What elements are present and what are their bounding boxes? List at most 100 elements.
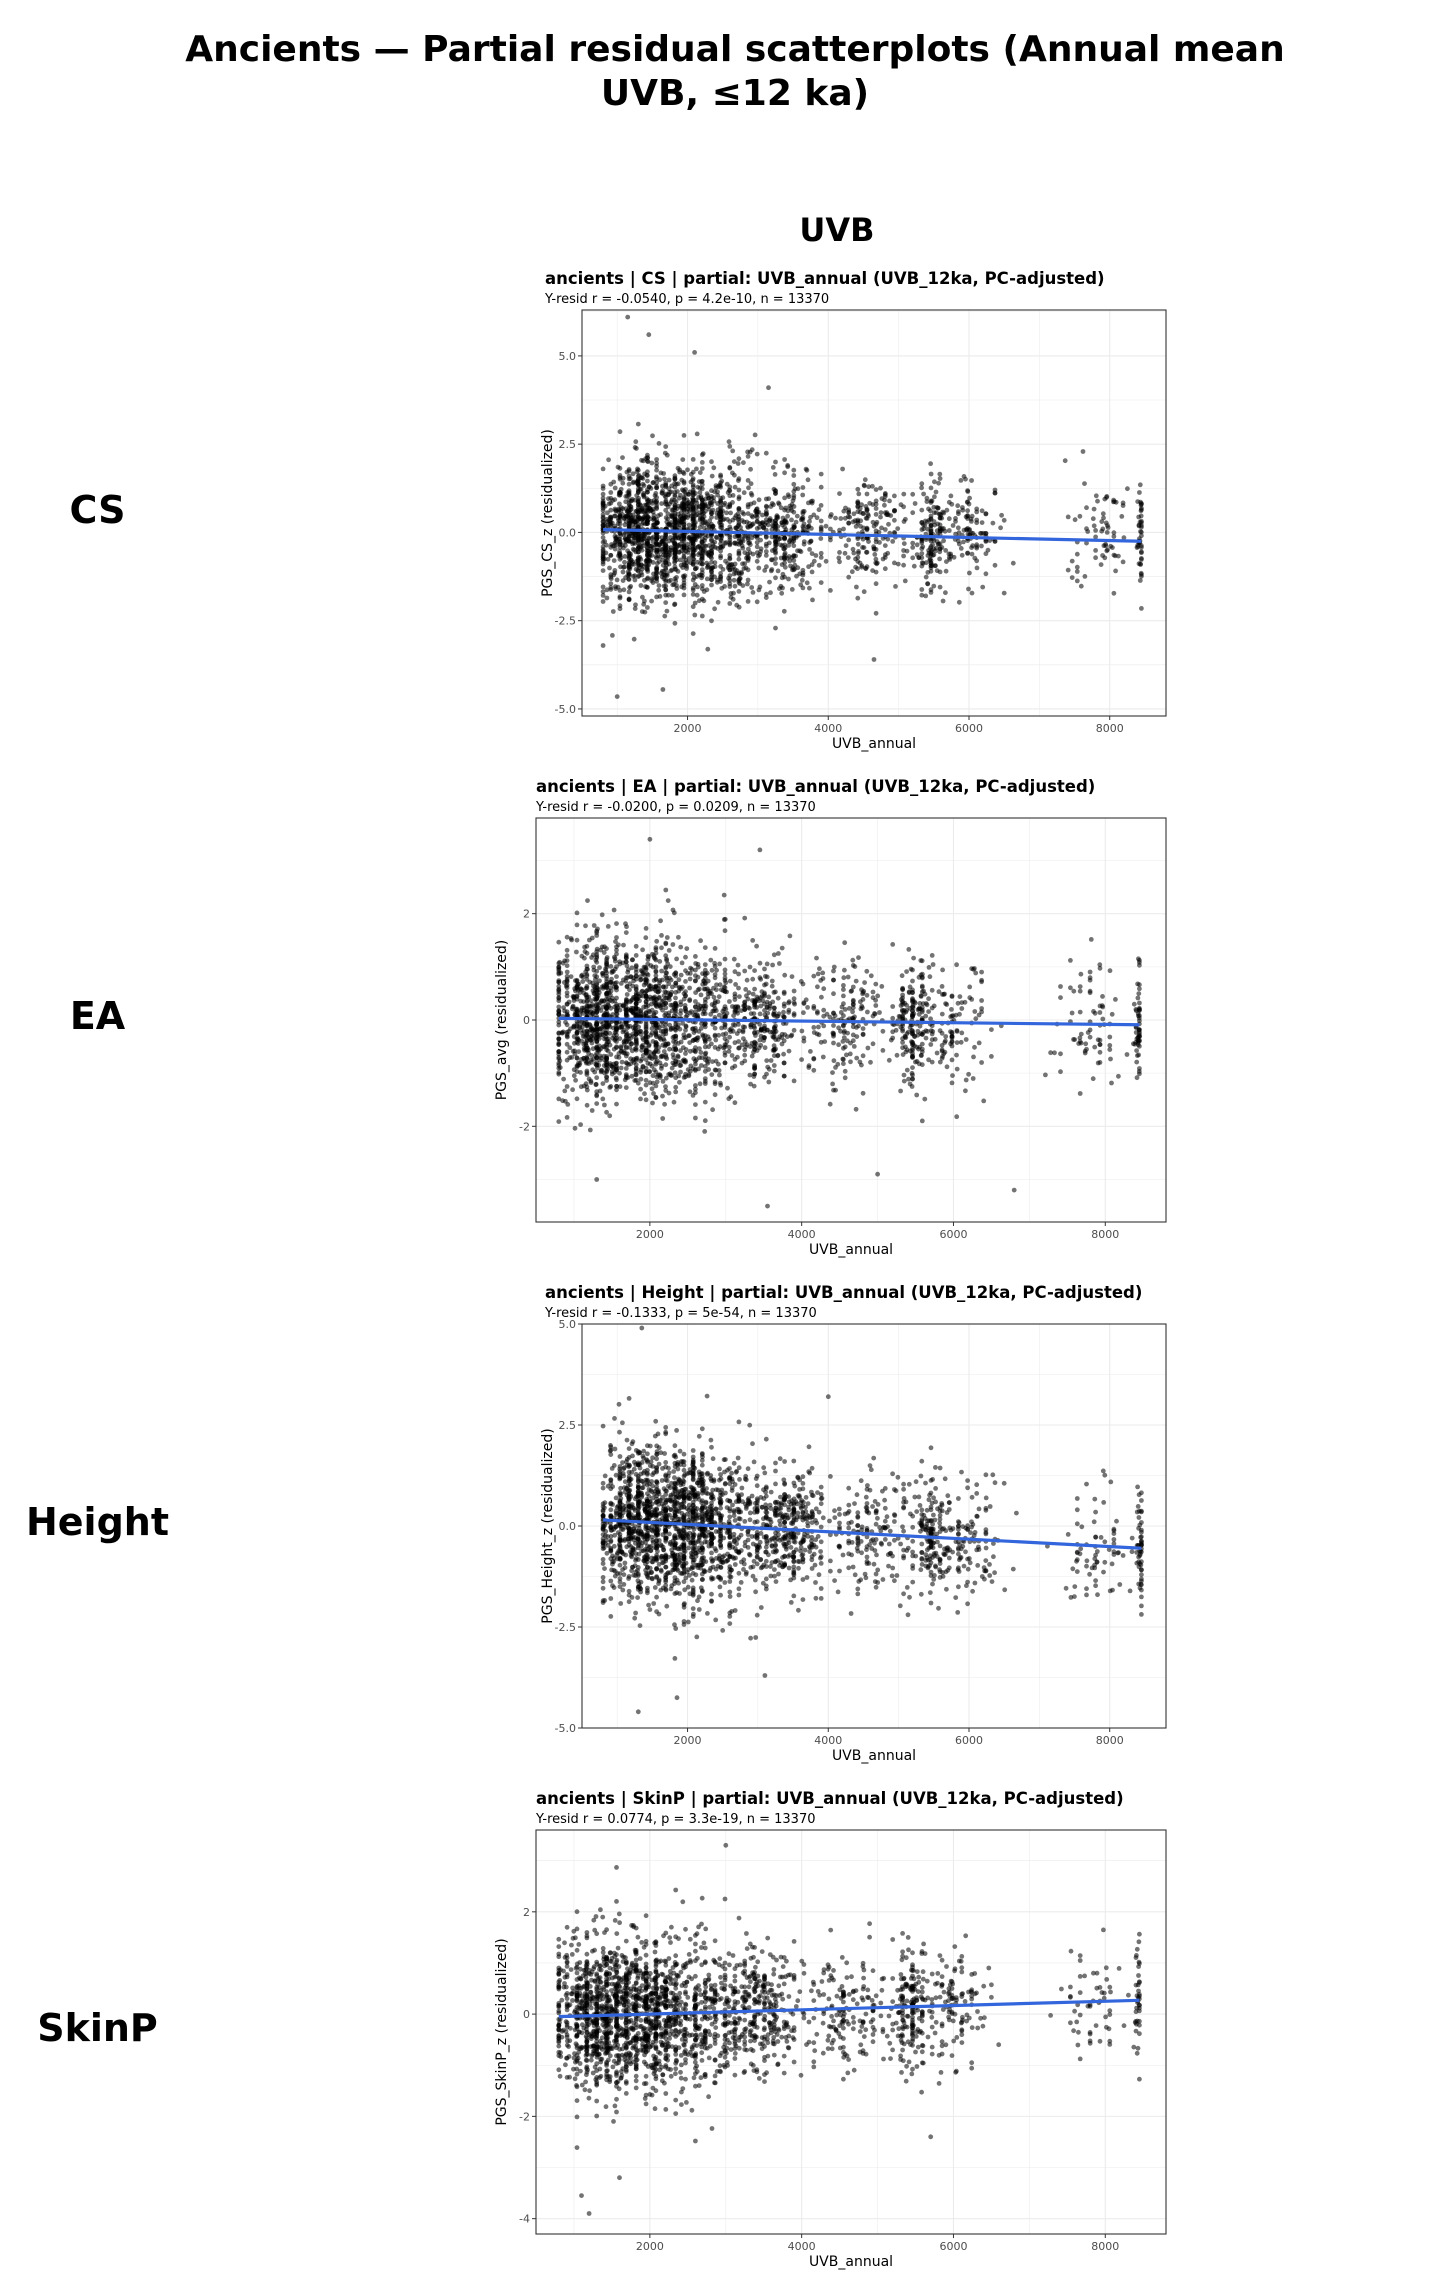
data-point bbox=[670, 582, 675, 587]
data-point bbox=[811, 1056, 816, 1061]
data-point bbox=[745, 582, 750, 587]
data-point bbox=[748, 450, 753, 455]
data-point bbox=[1079, 972, 1084, 977]
data-point bbox=[679, 584, 684, 589]
data-point bbox=[712, 995, 717, 1000]
data-point bbox=[693, 954, 698, 959]
data-point bbox=[846, 521, 851, 526]
data-point bbox=[667, 1047, 672, 1052]
data-point bbox=[683, 955, 688, 960]
data-point bbox=[625, 1032, 630, 1037]
data-point bbox=[712, 1003, 717, 1008]
data-point bbox=[670, 1066, 675, 1071]
data-point bbox=[1125, 486, 1130, 491]
data-point bbox=[817, 966, 822, 971]
data-point bbox=[1139, 550, 1144, 555]
data-point bbox=[806, 477, 811, 482]
data-point bbox=[644, 1039, 649, 1044]
data-point bbox=[646, 515, 651, 520]
data-point bbox=[766, 1080, 771, 1085]
x-tick-label: 4000 bbox=[814, 722, 842, 735]
x-tick-label: 2000 bbox=[674, 722, 702, 735]
data-point bbox=[969, 545, 974, 550]
data-point bbox=[1093, 528, 1098, 533]
data-point bbox=[757, 497, 762, 502]
data-point bbox=[705, 647, 710, 652]
data-point bbox=[575, 938, 580, 943]
data-point bbox=[843, 1007, 848, 1012]
data-point bbox=[742, 490, 747, 495]
data-point bbox=[667, 948, 672, 953]
data-point bbox=[938, 585, 943, 590]
data-point bbox=[950, 1058, 955, 1063]
data-point bbox=[845, 1031, 850, 1036]
data-point bbox=[865, 492, 870, 497]
data-point bbox=[886, 522, 891, 527]
data-point bbox=[764, 1058, 769, 1063]
data-point bbox=[1138, 578, 1143, 583]
data-point bbox=[730, 567, 735, 572]
data-point bbox=[576, 1041, 581, 1046]
data-point bbox=[969, 966, 974, 971]
data-point bbox=[1084, 505, 1089, 510]
data-point bbox=[791, 493, 796, 498]
data-point bbox=[654, 939, 659, 944]
data-point bbox=[762, 967, 767, 972]
data-point bbox=[856, 542, 861, 547]
data-point bbox=[773, 990, 778, 995]
data-point bbox=[697, 987, 702, 992]
data-point bbox=[932, 479, 937, 484]
data-point bbox=[819, 580, 824, 585]
data-point bbox=[652, 953, 657, 958]
data-point bbox=[928, 1016, 933, 1021]
data-point bbox=[695, 585, 700, 590]
data-point bbox=[785, 464, 790, 469]
data-point bbox=[1073, 517, 1078, 522]
data-point bbox=[1113, 553, 1118, 558]
data-point bbox=[979, 978, 984, 983]
data-point bbox=[732, 957, 737, 962]
data-point bbox=[904, 1003, 909, 1008]
data-point bbox=[686, 492, 691, 497]
data-point bbox=[768, 590, 773, 595]
data-point bbox=[959, 1040, 964, 1045]
data-point bbox=[636, 517, 641, 522]
data-point bbox=[902, 1079, 907, 1084]
data-point bbox=[821, 1008, 826, 1013]
data-point bbox=[627, 477, 632, 482]
data-point bbox=[741, 460, 746, 465]
data-point bbox=[1071, 989, 1076, 994]
data-point bbox=[625, 494, 630, 499]
data-point bbox=[741, 534, 746, 539]
data-point bbox=[746, 511, 751, 516]
data-point bbox=[920, 984, 925, 989]
data-point bbox=[713, 1034, 718, 1039]
data-point bbox=[737, 539, 742, 544]
data-point bbox=[910, 1071, 915, 1076]
data-point bbox=[1099, 529, 1104, 534]
chart-panel-ea: ancients | EA | partial: UVB_annual (UVB… bbox=[0, 762, 1456, 1262]
data-point bbox=[666, 898, 671, 903]
data-point bbox=[716, 1047, 721, 1052]
data-point bbox=[579, 1057, 584, 1062]
data-point bbox=[636, 569, 641, 574]
data-point bbox=[728, 511, 733, 516]
data-point bbox=[723, 1025, 728, 1030]
data-point bbox=[636, 422, 641, 427]
data-point bbox=[1134, 1048, 1139, 1053]
data-point bbox=[841, 527, 846, 532]
data-point bbox=[678, 945, 683, 950]
data-point bbox=[708, 958, 713, 963]
data-point bbox=[691, 498, 696, 503]
data-point bbox=[850, 958, 855, 963]
data-point bbox=[680, 457, 685, 462]
data-point bbox=[654, 468, 659, 473]
data-point bbox=[856, 492, 861, 497]
data-point bbox=[934, 490, 939, 495]
data-point bbox=[578, 1070, 583, 1075]
data-point bbox=[673, 1003, 678, 1008]
data-point bbox=[901, 554, 906, 559]
data-point bbox=[575, 911, 580, 916]
data-point bbox=[828, 514, 833, 519]
data-point bbox=[678, 1070, 683, 1075]
